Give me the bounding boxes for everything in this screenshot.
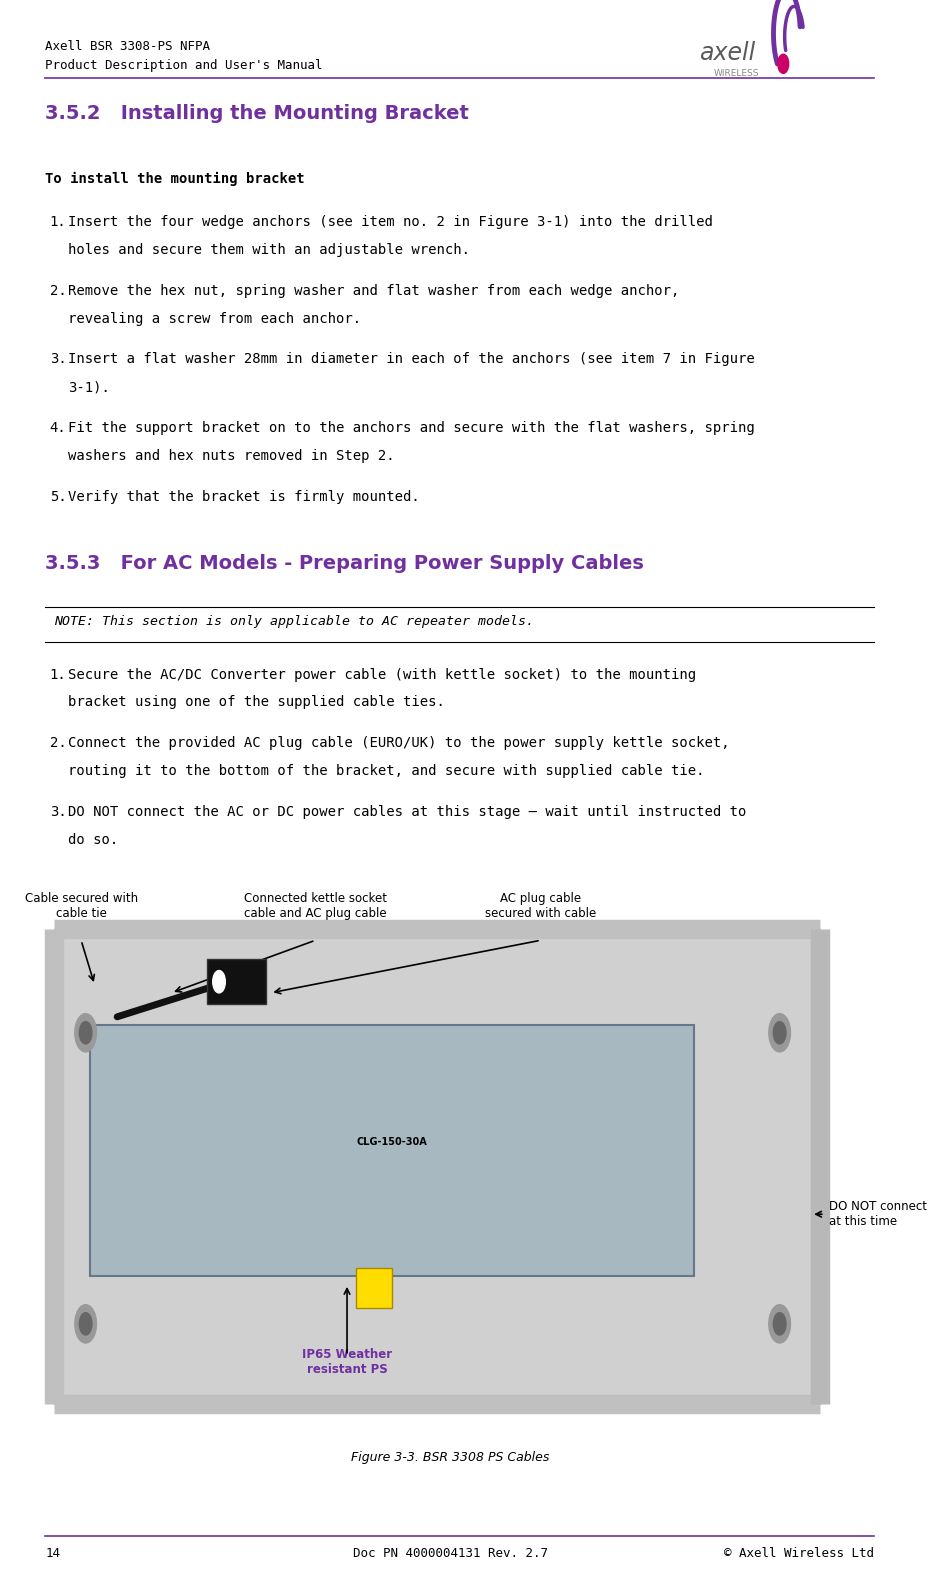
Text: washers and hex nuts removed in Step 2.: washers and hex nuts removed in Step 2. — [68, 450, 394, 463]
Circle shape — [778, 54, 789, 73]
Circle shape — [769, 1014, 790, 1053]
Circle shape — [79, 1022, 92, 1045]
Text: CLG-150-30A: CLG-150-30A — [357, 1137, 427, 1147]
Text: 14: 14 — [45, 1547, 60, 1560]
Text: Axell BSR 3308-PS NFPA: Axell BSR 3308-PS NFPA — [45, 40, 210, 53]
Text: Insert the four wedge anchors (see item no. 2 in Figure 3-1) into the drilled: Insert the four wedge anchors (see item … — [68, 215, 712, 230]
Bar — [54, 930, 821, 1404]
Text: 2.: 2. — [50, 284, 66, 298]
Text: © Axell Wireless Ltd: © Axell Wireless Ltd — [725, 1547, 874, 1560]
Text: Remove the hex nut, spring washer and flat washer from each wedge anchor,: Remove the hex nut, spring washer and fl… — [68, 284, 679, 298]
Bar — [356, 1268, 392, 1308]
Text: 1.: 1. — [50, 215, 66, 230]
Text: 1.: 1. — [50, 668, 66, 681]
Text: Connected kettle socket
cable and AC plug cable: Connected kettle socket cable and AC plu… — [244, 893, 387, 920]
Text: do so.: do so. — [68, 833, 118, 847]
Circle shape — [774, 1022, 786, 1045]
Text: NOTE: This section is only applicable to AC repeater models.: NOTE: This section is only applicable to… — [54, 616, 534, 628]
Text: 3-1).: 3-1). — [68, 380, 109, 394]
Text: 3.5.2   Installing the Mounting Bracket: 3.5.2 Installing the Mounting Bracket — [45, 104, 469, 123]
Text: WIRELESS: WIRELESS — [714, 69, 759, 78]
Bar — [207, 960, 266, 1005]
Text: 2.: 2. — [50, 737, 66, 750]
Text: Connect the provided AC plug cable (EURO/UK) to the power supply kettle socket,: Connect the provided AC plug cable (EURO… — [68, 737, 729, 750]
Circle shape — [769, 1305, 790, 1343]
Text: holes and secure them with an adjustable wrench.: holes and secure them with an adjustable… — [68, 242, 470, 257]
Text: Fit the support bracket on to the anchors and secure with the flat washers, spri: Fit the support bracket on to the anchor… — [68, 421, 755, 435]
Text: 5.: 5. — [50, 490, 66, 504]
Text: 4.: 4. — [50, 421, 66, 435]
Text: 3.: 3. — [50, 352, 66, 367]
Bar — [90, 1026, 694, 1276]
Text: Cable secured with
cable tie: Cable secured with cable tie — [24, 893, 137, 920]
Text: DO NOT connect
at this time: DO NOT connect at this time — [829, 1199, 927, 1228]
Text: Verify that the bracket is firmly mounted.: Verify that the bracket is firmly mounte… — [68, 490, 420, 504]
Text: bracket using one of the supplied cable ties.: bracket using one of the supplied cable … — [68, 695, 444, 710]
Circle shape — [213, 971, 225, 994]
Text: Secure the AC/DC Converter power cable (with kettle socket) to the mounting: Secure the AC/DC Converter power cable (… — [68, 668, 695, 681]
Text: Doc PN 4000004131 Rev. 2.7: Doc PN 4000004131 Rev. 2.7 — [353, 1547, 549, 1560]
Text: Figure 3-3. BSR 3308 PS Cables: Figure 3-3. BSR 3308 PS Cables — [352, 1451, 550, 1464]
Circle shape — [75, 1014, 96, 1053]
Text: 3.5.3   For AC Models - Preparing Power Supply Cables: 3.5.3 For AC Models - Preparing Power Su… — [45, 555, 644, 573]
Text: 3.: 3. — [50, 805, 66, 818]
Text: Insert a flat washer 28mm in diameter in each of the anchors (see item 7 in Figu: Insert a flat washer 28mm in diameter in… — [68, 352, 755, 367]
Text: axell: axell — [698, 41, 755, 65]
Circle shape — [774, 1313, 786, 1335]
Circle shape — [79, 1313, 92, 1335]
Text: AC plug cable
secured with cable: AC plug cable secured with cable — [486, 893, 597, 920]
Text: Product Description and User's Manual: Product Description and User's Manual — [45, 59, 323, 72]
Text: DO NOT connect the AC or DC power cables at this stage – wait until instructed t: DO NOT connect the AC or DC power cables… — [68, 805, 746, 818]
Circle shape — [75, 1305, 96, 1343]
Text: IP65 Weather
resistant PS: IP65 Weather resistant PS — [302, 1348, 392, 1376]
Text: routing it to the bottom of the bracket, and secure with supplied cable tie.: routing it to the bottom of the bracket,… — [68, 764, 704, 778]
Text: revealing a screw from each anchor.: revealing a screw from each anchor. — [68, 311, 360, 325]
Text: To install the mounting bracket: To install the mounting bracket — [45, 172, 305, 187]
